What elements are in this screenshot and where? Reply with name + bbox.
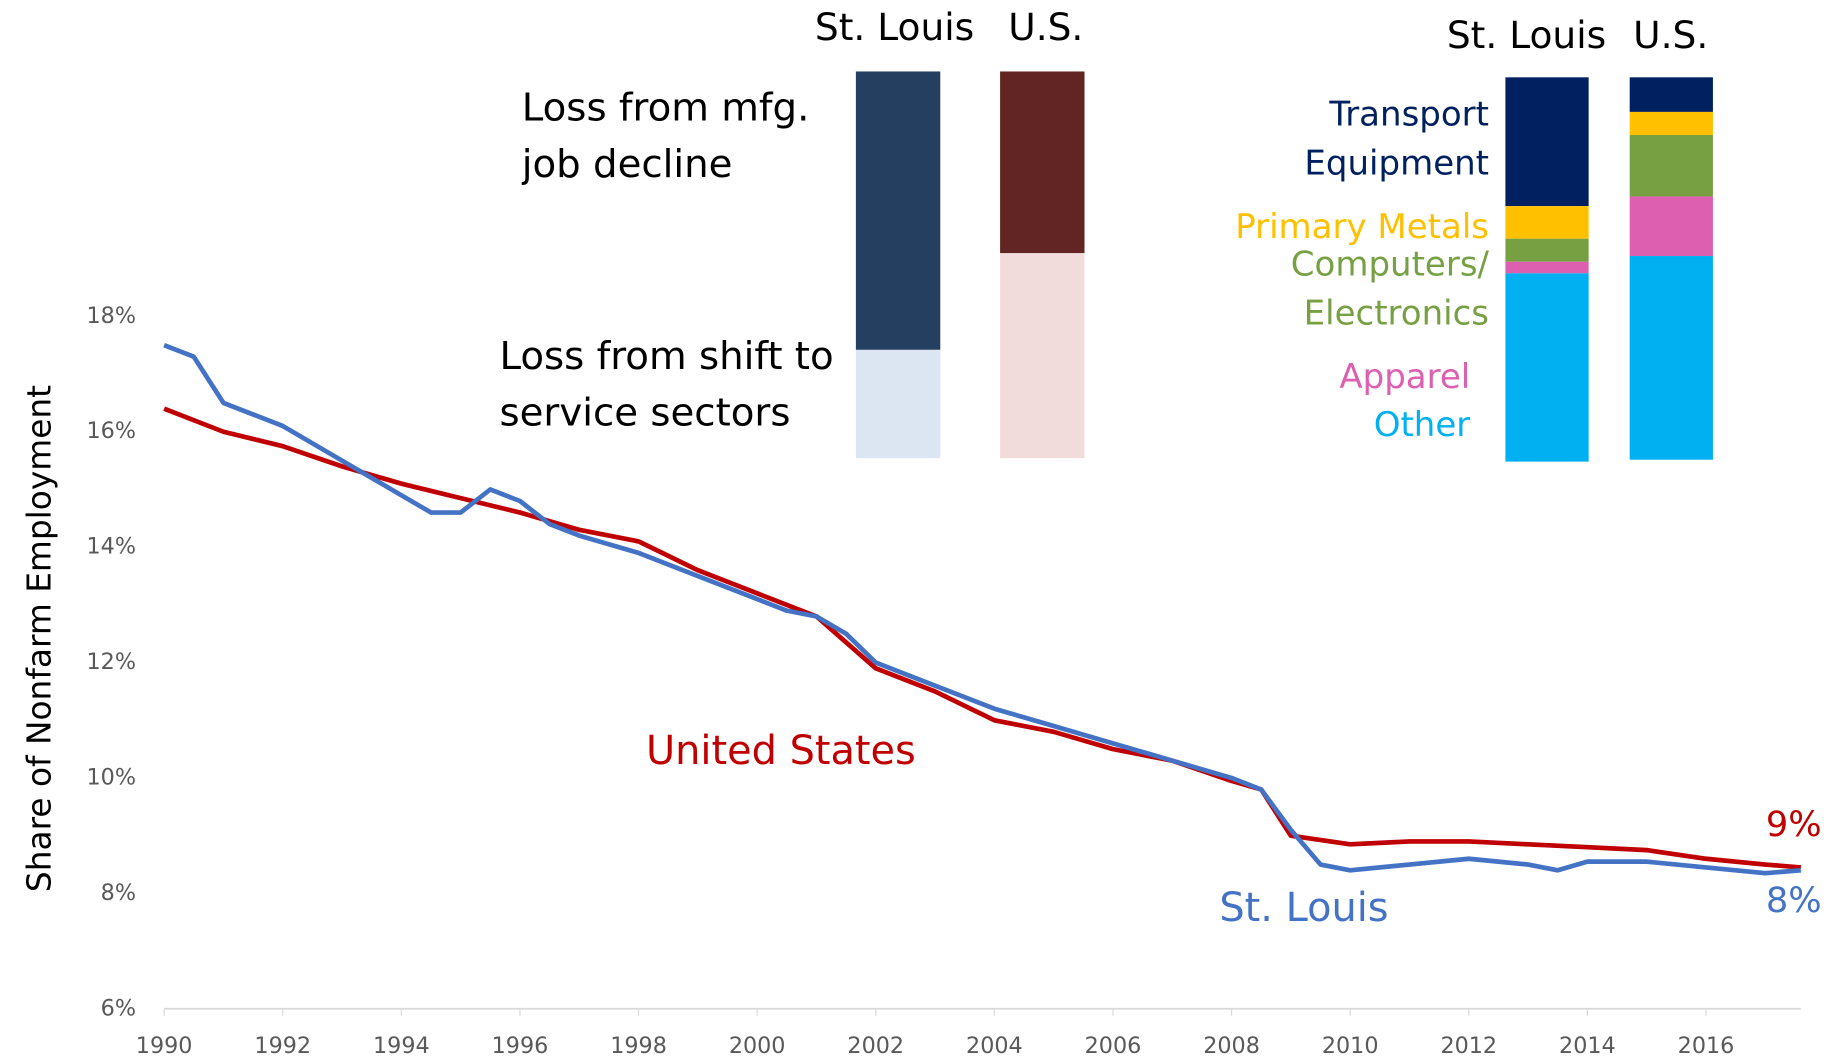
x-tick-label: 2014 [1559,1033,1616,1058]
bar-segment [1000,71,1085,254]
category-label: St. Louis [1447,13,1606,57]
segment-label: Loss from mfg. job decline [521,84,810,187]
bar-segment [1000,253,1085,459]
y-tick-label: 12% [87,649,136,675]
bar-segment [1629,111,1713,135]
x-tick-label: 2004 [966,1033,1023,1058]
category-label: U.S. [1008,5,1083,49]
category-label: U.S. [1633,13,1708,57]
bar-segment [1505,273,1589,462]
segment-label-box: Primary Metals [1235,206,1489,247]
series-label: St. Louis [1219,885,1388,931]
y-tick-label: 8% [101,880,136,906]
category-label: St. Louis [815,5,974,49]
segment-label: Loss from shift to service sectors [499,332,834,435]
x-tick-label: 2016 [1678,1033,1735,1058]
y-tick-label: 6% [101,995,136,1021]
segment-label: Apparel [1339,356,1471,397]
bar-segment [855,349,941,459]
bar-segment [1629,196,1713,257]
bar-segment [1629,256,1713,460]
y-tick-label: 10% [87,764,136,790]
segment-label: Other [1373,404,1471,445]
end-label: 9% [1766,804,1822,845]
x-tick-label: 2008 [1203,1033,1260,1058]
bar-segment [1505,238,1589,262]
segment-label-box: Loss from shift to service sectors [499,332,834,435]
y-axis-label: Share of Nonfarm Employment [21,385,59,892]
x-tick-label: 2010 [1322,1033,1379,1058]
y-tick-label: 16% [87,418,136,444]
segment-label-box: Transport Equipment [1304,93,1489,183]
segment-label-box: Computers/ Electronics [1290,243,1489,333]
x-tick-label: 2012 [1440,1033,1497,1058]
segment-label: Transport Equipment [1304,93,1489,183]
bar-segment [1505,206,1589,239]
bar-segment [1629,134,1713,197]
y-tick-label: 14% [87,534,136,560]
segment-label-box: Apparel [1339,356,1471,397]
segment-label-box: Other [1373,404,1471,445]
bar-segment [1505,261,1589,274]
end-label: 8% [1766,880,1822,921]
y-tick-label: 18% [87,303,136,329]
x-tick-label: 2002 [847,1033,904,1058]
x-tick-label: 1998 [610,1033,667,1058]
segment-label-box: Loss from mfg. job decline [521,84,810,187]
x-tick-label: 1994 [373,1033,430,1058]
segment-label: Primary Metals [1235,206,1489,247]
series-label: United States [646,728,916,774]
bar-segment [855,71,941,350]
x-tick-label: 2000 [729,1033,786,1058]
segment-label: Computers/ Electronics [1290,243,1489,333]
x-tick-label: 1996 [492,1033,549,1058]
x-tick-label: 1990 [136,1033,193,1058]
line-series [163,406,1802,870]
bar-segment [1505,77,1589,207]
line-series [163,343,1802,876]
x-tick-label: 1992 [254,1033,311,1058]
x-tick-label: 2006 [1085,1033,1142,1058]
bar-segment [1629,77,1713,112]
